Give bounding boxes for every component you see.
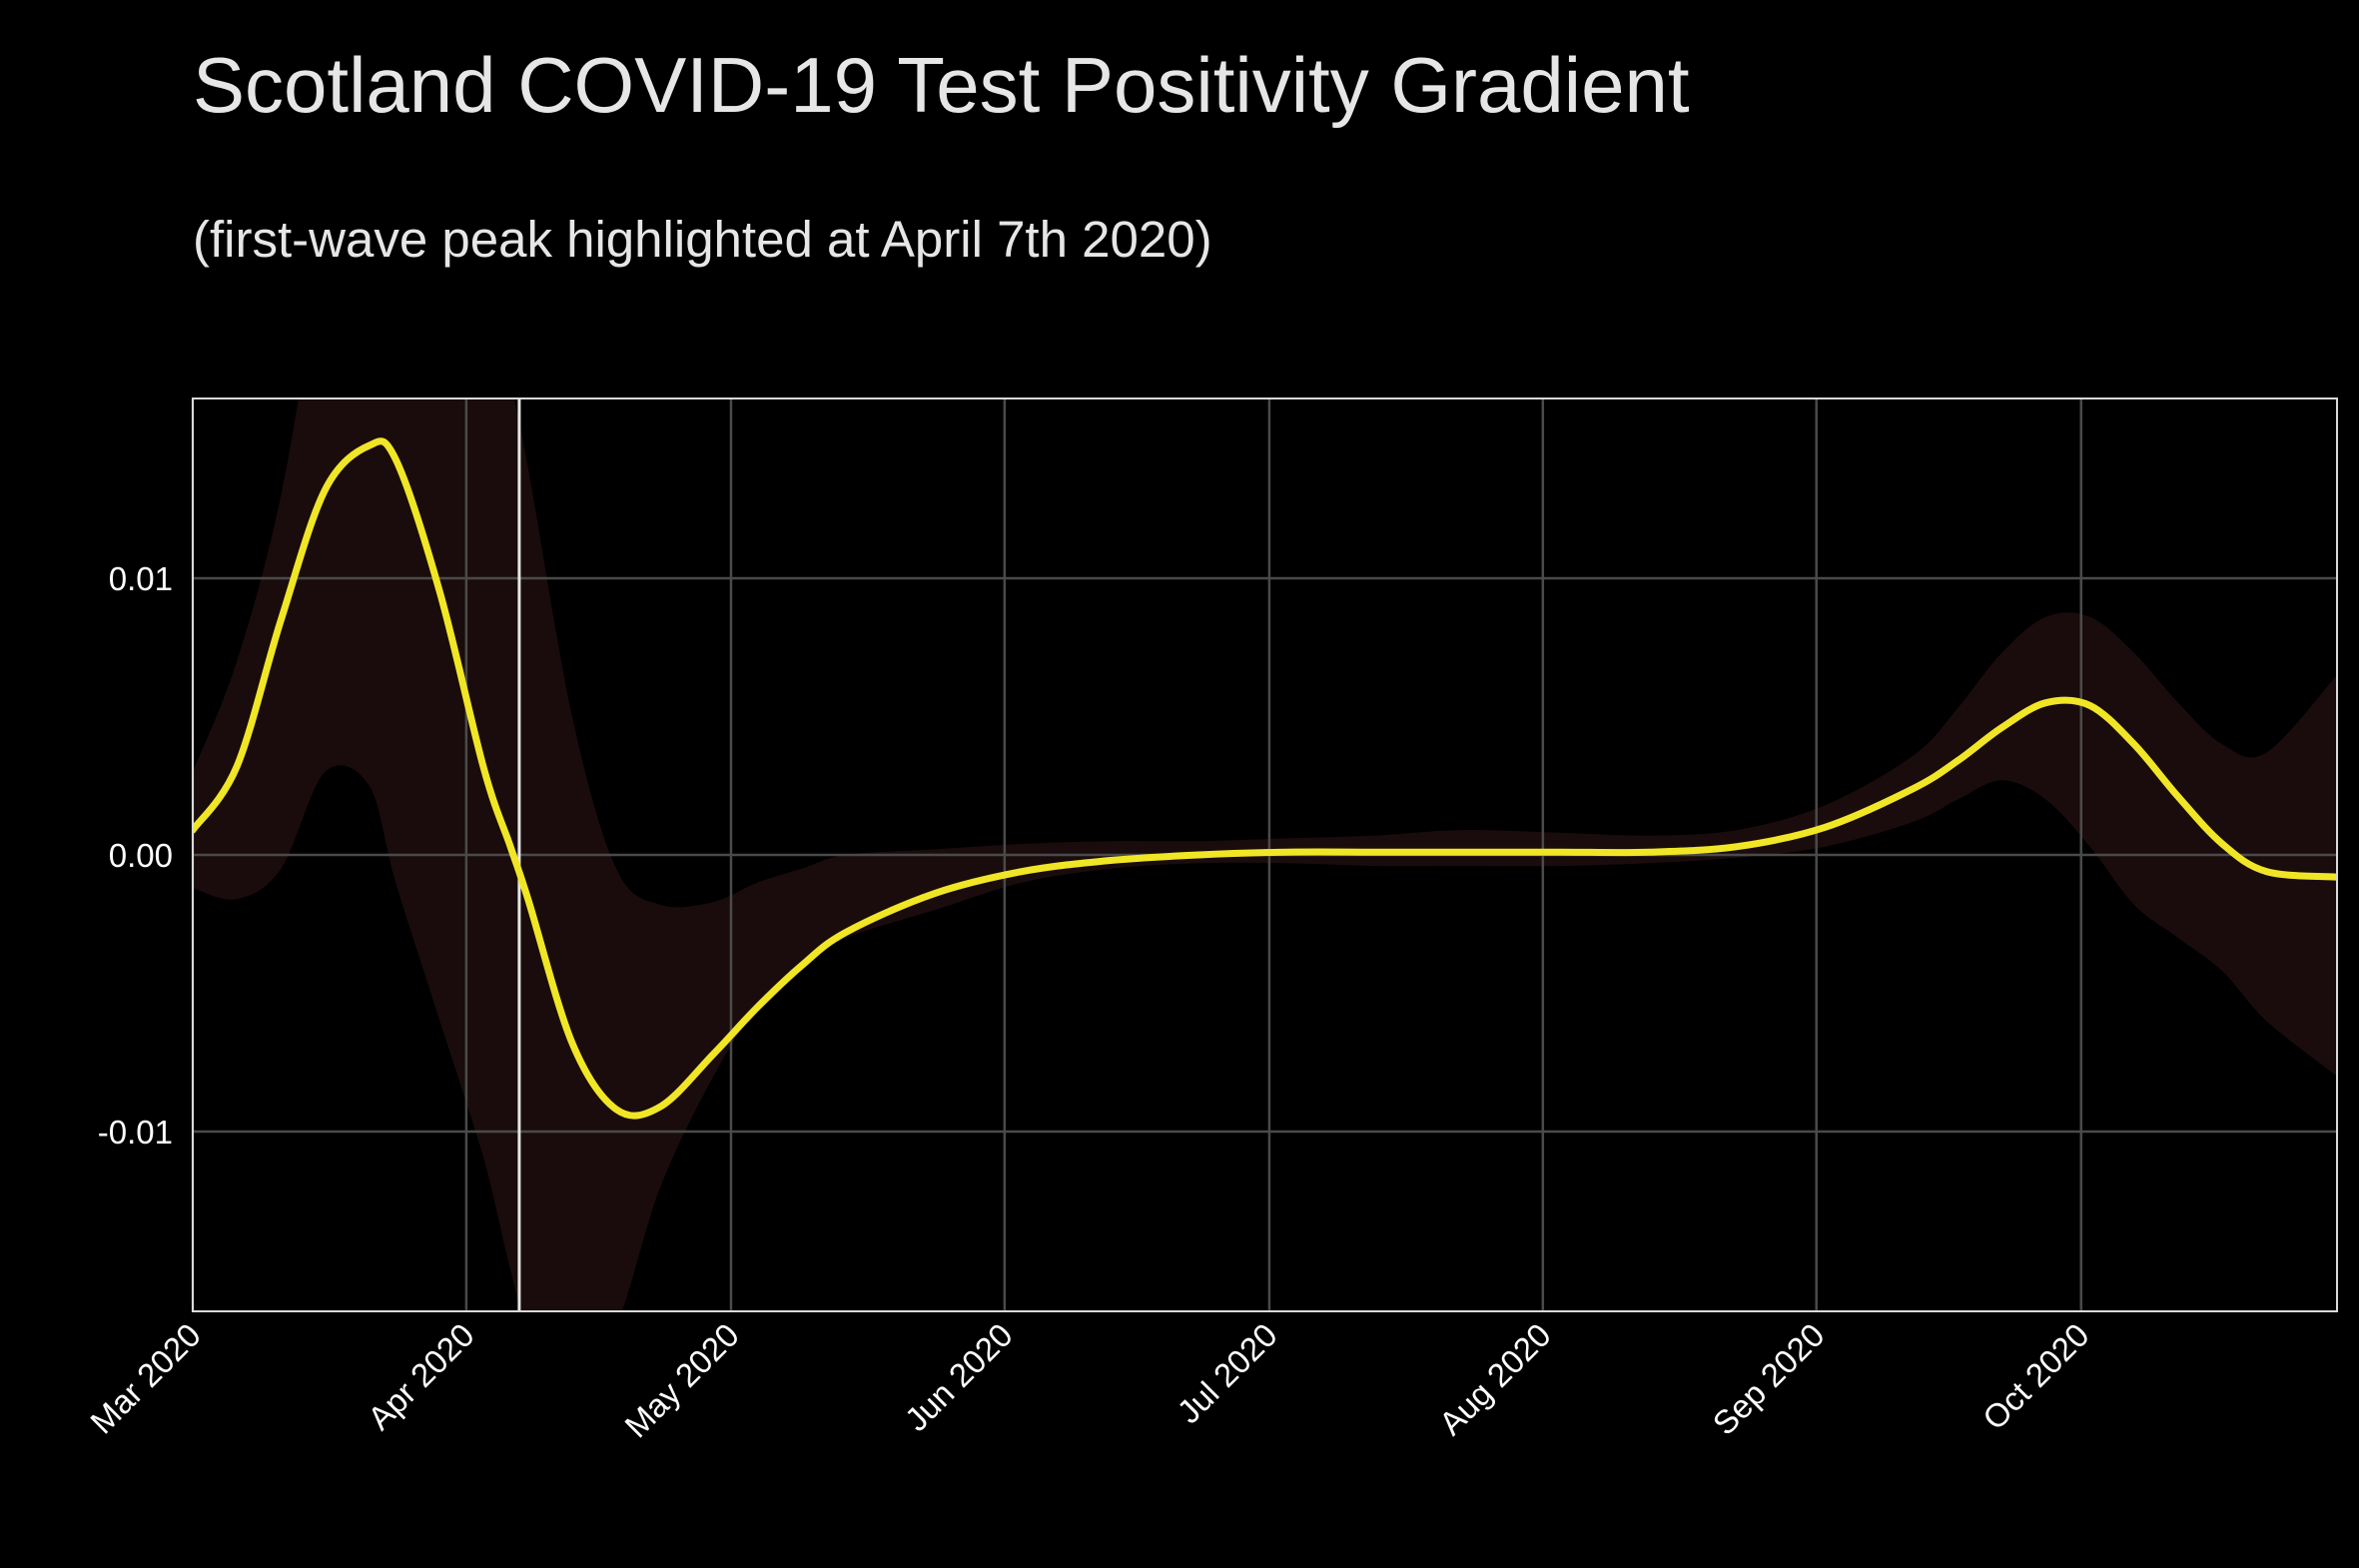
x-tick-label: Jun 2020	[898, 1316, 1020, 1438]
x-tick-label: May 2020	[617, 1316, 746, 1445]
series-line	[193, 437, 2337, 1120]
x-tick-label: Mar 2020	[83, 1316, 208, 1441]
confidence-band-layer	[193, 398, 2337, 1311]
x-tick-label: Sep 2020	[1706, 1316, 1832, 1442]
y-tick-label: 0.00	[109, 837, 173, 874]
chart-subtitle: (first-wave peak highlighted at April 7t…	[193, 211, 1212, 268]
plot-frame	[192, 397, 2338, 1312]
confidence-band	[193, 398, 2337, 1311]
y-tick-label: 0.01	[109, 560, 173, 597]
x-tick-label: Apr 2020	[361, 1316, 481, 1437]
x-tick-label: Oct 2020	[1975, 1316, 2096, 1437]
series-layer	[193, 437, 2337, 1120]
y-tick-label: -0.01	[98, 1114, 173, 1151]
y-axis-tick-labels: -0.01 0.00 0.01	[98, 560, 173, 1151]
chart-title: Scotland COVID-19 Test Positivity Gradie…	[193, 41, 1690, 129]
x-tick-label: Aug 2020	[1432, 1316, 1558, 1442]
x-axis-tick-labels: Mar 2020 Apr 2020 May 2020 Jun 2020 Jul 2020…	[83, 1316, 2096, 1445]
x-tick-label: Jul 2020	[1170, 1316, 1283, 1430]
